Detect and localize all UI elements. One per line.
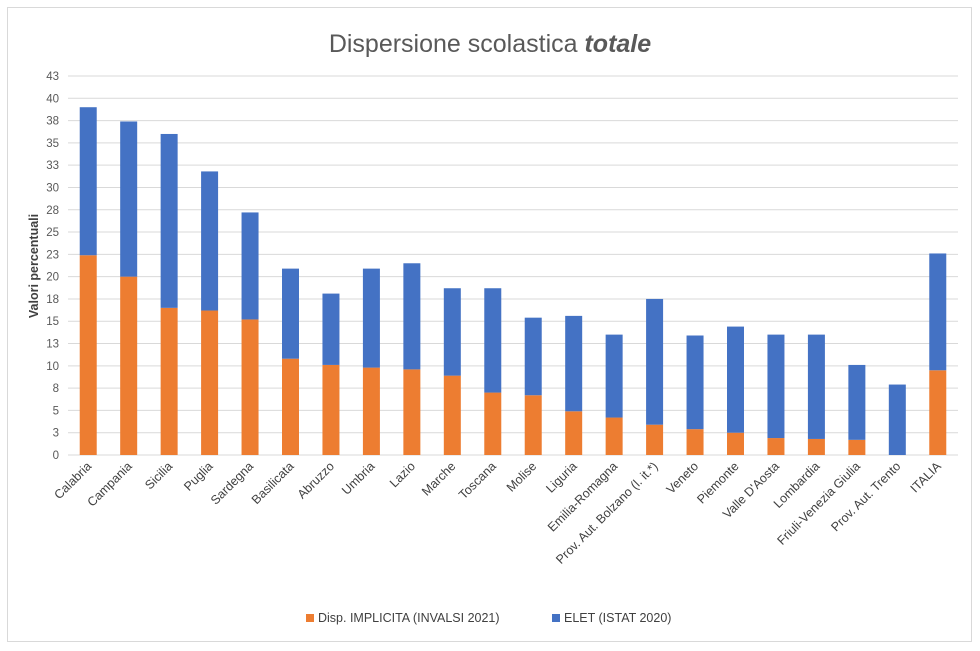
bar-elet (848, 364, 866, 440)
bar-elet (686, 335, 704, 430)
bar-implicita (848, 439, 866, 455)
bar-implicita (443, 375, 461, 455)
x-tick-label: Abruzzo (295, 459, 337, 501)
bar-elet (767, 334, 785, 439)
x-tick-label: Sicilia (142, 459, 175, 492)
bar-implicita (524, 395, 542, 455)
legend-label-implicita: Disp. IMPLICITA (INVALSI 2021) (318, 611, 500, 625)
x-tick-label: Umbria (339, 459, 377, 497)
legend-swatch-elet (552, 614, 560, 622)
bar-elet (241, 212, 259, 320)
bar-implicita (241, 319, 259, 455)
bar-implicita (79, 255, 97, 455)
bar-implicita (686, 429, 704, 455)
x-tick-label: Basilicata (249, 459, 297, 507)
bar-elet (79, 107, 97, 256)
x-tick-label: Lazio (387, 459, 418, 490)
legend-swatch-implicita (306, 614, 314, 622)
bar-implicita (484, 392, 502, 455)
bar-implicita (807, 438, 825, 455)
y-axis-label: Valori percentuali (27, 214, 41, 318)
bar-elet (362, 268, 380, 368)
x-tick-label: Toscana (456, 459, 499, 502)
x-tick-label: Puglia (181, 459, 216, 494)
bar-elet (443, 288, 461, 376)
bar-elet (201, 171, 219, 311)
x-tick-label: Campania (85, 459, 135, 509)
chart-title: Dispersione scolastica totale (329, 30, 651, 58)
bar-implicita (605, 417, 623, 455)
y-tick-label: 5 (53, 405, 59, 417)
bar-elet (322, 293, 340, 365)
bar-elet (807, 334, 825, 439)
bar-elet (524, 317, 542, 396)
bar-implicita (120, 276, 138, 455)
y-tick-label: 13 (46, 339, 59, 351)
y-tick-label: 8 (53, 383, 59, 395)
y-tick-label: 43 (46, 71, 59, 83)
bar-elet (727, 326, 744, 433)
bar-elet (888, 384, 906, 455)
bar-elet (646, 298, 664, 425)
x-tick-label: Molise (504, 459, 539, 494)
legend: Disp. IMPLICITA (INVALSI 2021) ELET (IST… (306, 611, 671, 625)
bar-implicita (201, 310, 219, 455)
bar-elet (565, 315, 583, 412)
y-tick-label: 3 (53, 428, 59, 440)
y-tick-label: 25 (46, 227, 59, 239)
bar-elet (929, 253, 947, 371)
bar-implicita (322, 364, 340, 455)
bar-elet (403, 263, 421, 370)
bar-elet (120, 121, 138, 277)
y-tick-label: 15 (46, 316, 59, 328)
y-tick-label: 18 (46, 294, 59, 306)
bar-implicita (565, 411, 583, 455)
chart-title-main: Dispersione scolastica (329, 30, 578, 58)
y-tick-label: 30 (46, 182, 59, 194)
x-tick-label: Prov. Aut. Trento (828, 459, 903, 534)
y-tick-label: 35 (46, 138, 59, 150)
bar-implicita (767, 438, 785, 455)
bar-implicita (282, 358, 299, 455)
chart-title-emphasis: totale (584, 30, 651, 58)
y-tick-label: 33 (46, 160, 59, 172)
x-tick-label: ITALIA (908, 459, 945, 496)
x-tick-label: Sardegna (208, 459, 256, 507)
bar-elet (282, 268, 299, 359)
x-tick-label: Liguria (543, 459, 579, 495)
bar-elet (605, 334, 623, 418)
bar-implicita (727, 432, 744, 455)
y-tick-label: 38 (46, 116, 59, 128)
y-tick-label: 10 (46, 361, 59, 373)
bar-implicita (646, 424, 664, 455)
x-tick-label: Veneto (664, 459, 701, 496)
bar-implicita (929, 370, 947, 455)
y-tick-label: 28 (46, 205, 59, 217)
y-tick-label: 0 (53, 450, 59, 462)
x-tick-label: Marche (419, 459, 458, 498)
bar-elet (484, 288, 502, 393)
y-tick-label: 23 (46, 249, 59, 261)
bar-implicita (403, 369, 421, 455)
bar-implicita (362, 367, 380, 455)
legend-label-elet: ELET (ISTAT 2020) (564, 611, 671, 625)
bar-elet (160, 133, 178, 308)
y-tick-label: 20 (46, 272, 59, 284)
x-tick-label: Emilia-Romagna (545, 459, 620, 534)
chart-frame (7, 7, 972, 642)
bar-implicita (160, 307, 178, 455)
y-tick-label: 40 (46, 93, 59, 105)
